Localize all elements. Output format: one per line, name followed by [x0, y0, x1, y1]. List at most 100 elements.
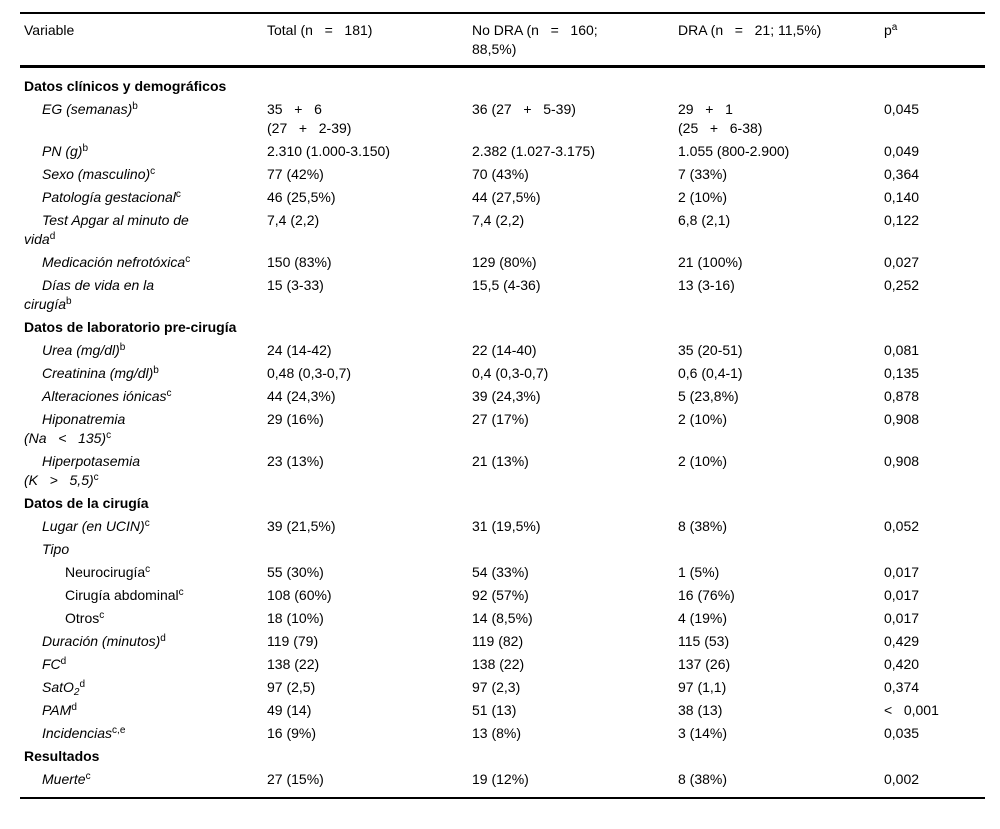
cell-p-value: 0,140 — [884, 189, 920, 205]
cell-no-dra: 129 (80%) — [472, 254, 537, 270]
row-label-text: Hiponatremia (Na < 135) — [24, 411, 126, 446]
table-row: Hiponatremia (Na < 135)c 29 (16%) 27 (17%)… — [20, 406, 985, 448]
cell-p-value: 0,252 — [884, 277, 920, 293]
row-label-text: Neurocirugía — [65, 564, 146, 580]
cell-no-dra: 119 (82) — [472, 633, 524, 649]
row-label: Hiponatremia (Na < 135)c — [20, 410, 267, 448]
row-label-superscript: b — [132, 101, 138, 112]
row-label-text: Duración (minutos) — [42, 633, 161, 649]
column-header: Variable — [20, 21, 267, 59]
row-label: Alteraciones iónicasc — [20, 387, 267, 406]
row-label-text: Hiperpotasemia (K > 5,5) — [24, 453, 141, 488]
cell-dra: 13 (3-16) — [678, 277, 735, 293]
row-label-text: Urea (mg/dl) — [42, 342, 120, 358]
cell-total: 138 (22) — [267, 656, 320, 672]
cell-no-dra: 21 (13%) — [472, 453, 529, 469]
row-label-text: PN (g) — [42, 143, 83, 159]
row-label: Creatinina (mg/dl)b — [20, 364, 267, 383]
row-label-text: Sexo (masculino) — [42, 166, 151, 182]
row-label: Patología gestacionalc — [20, 188, 267, 207]
row-label-superscript: c — [145, 564, 151, 575]
cell-p-value: 0,420 — [884, 656, 920, 672]
row-label-superscript: d — [49, 231, 56, 242]
row-label-text: Medicación nefrotóxica — [42, 254, 186, 270]
cell-no-dra: 54 (33%) — [472, 564, 529, 580]
cell-no-dra: 51 (13) — [472, 702, 517, 718]
cell-dra: 5 (23,8%) — [678, 388, 739, 404]
cell-p-value: < 0,001 — [884, 702, 939, 718]
cell-no-dra: 14 (8,5%) — [472, 610, 533, 626]
column-header-text: Variable — [24, 22, 75, 38]
cell-no-dra: 7,4 (2,2) — [472, 212, 525, 228]
table-row: Patología gestacionalc 46 (25,5%) 44 (27,5… — [20, 184, 985, 207]
row-label-text: Días de vida en la cirugía — [24, 277, 155, 312]
cell-p-value: 0,364 — [884, 166, 920, 182]
column-header: Total (n = 181) — [267, 21, 472, 59]
row-label: EG (semanas)b — [20, 100, 267, 138]
column-header-text: DRA (n = 21; 11,5%) — [678, 22, 822, 38]
table-row: PAMd 49 (14) 51 (13) 38 (13) < 0,001 — [20, 697, 985, 720]
row-label-text: Test Apgar al minuto de vida — [24, 212, 189, 247]
row-label: Incidenciasc,e — [20, 724, 267, 743]
cell-total: 18 (10%) — [267, 610, 324, 626]
row-label-superscript: c — [175, 189, 181, 200]
cell-p-value: 0,878 — [884, 388, 920, 404]
cell-no-dra: 13 (8%) — [472, 725, 522, 741]
table-row: Urea (mg/dl)b 24 (14-42) 22 (14-40) 35 (20-… — [20, 337, 985, 360]
cell-dra: 2 (10%) — [678, 453, 728, 469]
table-row: Medicación nefrotóxicac 150 (83%) 129 (80%… — [20, 249, 985, 272]
cell-p-value: 0,017 — [884, 587, 920, 603]
cell-dra: 7 (33%) — [678, 166, 728, 182]
cell-p-value: 0,429 — [884, 633, 920, 649]
table-row: Neurocirugíac 55 (30%) 54 (33%) 1 (5%) 0,017 — [20, 559, 985, 582]
cell-dra: 3 (14%) — [678, 725, 728, 741]
column-header-text: p — [884, 22, 892, 38]
row-label-superscript: c,e — [112, 725, 126, 736]
row-label: PAMd — [20, 701, 267, 720]
row-label-superscript: d — [160, 633, 166, 644]
section-header: Resultados — [24, 748, 100, 764]
cell-total: 55 (30%) — [267, 564, 324, 580]
row-label-superscript: c — [99, 610, 105, 621]
row-label: Medicación nefrotóxicac — [20, 253, 267, 272]
row-label: Tipo — [20, 540, 267, 559]
cell-p-value: 0,017 — [884, 564, 920, 580]
row-label-superscript: b — [119, 342, 126, 353]
cell-dra: 115 (53) — [678, 633, 730, 649]
table-row: Creatinina (mg/dl)b 0,48 (0,3-0,7) 0,4 (0,… — [20, 360, 985, 383]
row-label-superscript: b — [66, 296, 72, 307]
cell-total: 23 (13%) — [267, 453, 324, 469]
table-top-rule — [20, 12, 985, 14]
cell-total: 150 (83%) — [267, 254, 332, 270]
row-label: FCd — [20, 655, 267, 674]
cell-dra: 2 (10%) — [678, 189, 728, 205]
row-label-superscript: d — [79, 679, 86, 690]
table-row: PN (g)b 2.310 (1.000-3.150) 2.382 (1.027-3… — [20, 138, 985, 161]
cell-no-dra: 2.382 (1.027-3.175) — [472, 143, 595, 159]
row-label-superscript: d — [60, 656, 67, 667]
row-label-text: Tipo — [42, 541, 70, 557]
cell-no-dra: 0,4 (0,3-0,7) — [472, 365, 549, 381]
row-label: Hiperpotasemia (K > 5,5)c — [20, 452, 267, 490]
cell-dra: 137 (26) — [678, 656, 731, 672]
cell-dra: 38 (13) — [678, 702, 723, 718]
cell-total: 2.310 (1.000-3.150) — [267, 143, 390, 159]
cell-p-value: 0,035 — [884, 725, 920, 741]
table-row: EG (semanas)b 35 + 6 (27 + 2-39) 36 (27 + … — [20, 96, 985, 138]
cell-total: 97 (2,5) — [267, 679, 316, 695]
cell-p-value: 0,052 — [884, 518, 920, 534]
row-label: Cirugía abdominalc — [20, 586, 267, 605]
cell-p-value: 0,027 — [884, 254, 920, 270]
column-header-text: No DRA (n = 160; 88,5%) — [472, 22, 598, 57]
cell-no-dra: 44 (27,5%) — [472, 189, 541, 205]
table-row: Sexo (masculino)c 77 (42%) 70 (43%) 7 (33%)… — [20, 161, 985, 184]
cell-dra — [678, 540, 884, 559]
row-label-superscript: b — [153, 365, 159, 376]
row-label-text: PAM — [42, 702, 72, 718]
cell-dra: 0,6 (0,4-1) — [678, 365, 743, 381]
row-label-superscript: c — [166, 388, 172, 399]
cell-p-value: 0,122 — [884, 212, 920, 228]
cell-dra: 1 (5%) — [678, 564, 720, 580]
row-label-superscript: c — [85, 771, 91, 782]
row-label-superscript: c — [93, 472, 99, 483]
